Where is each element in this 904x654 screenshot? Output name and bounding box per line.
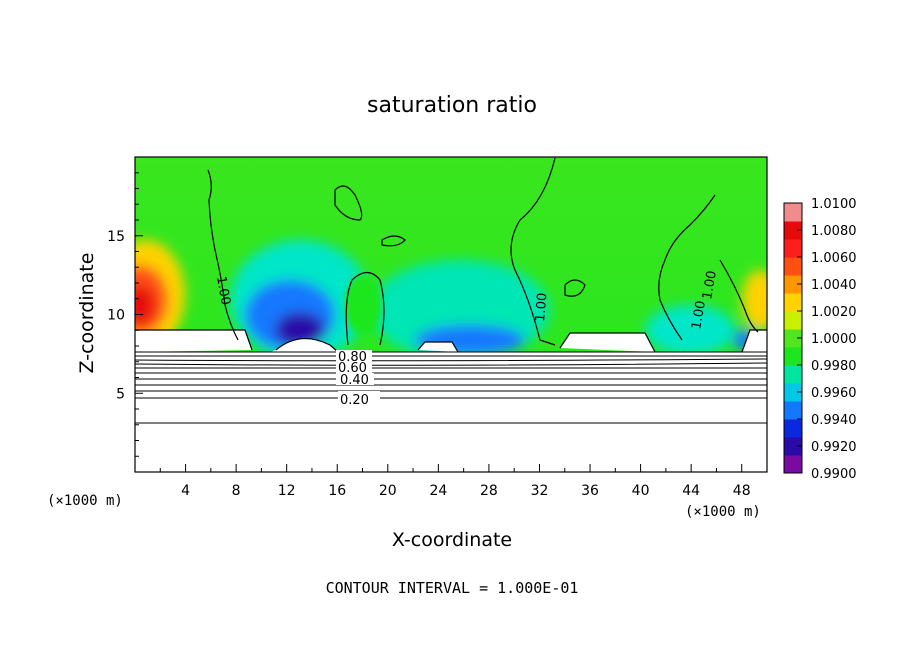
moist-peak-left xyxy=(135,285,155,325)
colorbar-swatch xyxy=(784,437,802,456)
x-axis-label: X-coordinate xyxy=(392,529,512,551)
contour-label-040: 0.40 xyxy=(340,373,369,388)
contour-line-1-00-right xyxy=(658,194,716,341)
heatmap-field xyxy=(135,157,767,472)
x-unit-label-right: (×1000 m) xyxy=(685,504,761,520)
contour-band-4 xyxy=(135,362,767,366)
y-axis: 5 10 15 xyxy=(107,172,143,457)
colorbar-swatch xyxy=(784,257,802,276)
y-axis-label: Z-coordinate xyxy=(76,253,98,374)
contour-label-020: 0.20 xyxy=(340,393,369,408)
contour-interval-note: CONTOUR INTERVAL = 1.000E-01 xyxy=(326,579,579,597)
contour-label-100-left: 1.00 xyxy=(213,275,233,306)
contour-label-bg-4 xyxy=(338,391,380,405)
colorbar: 1.0100 1.0080 1.0060 1.0040 1.0020 1.0000 0.99… xyxy=(783,197,857,482)
contour-label-bg-2 xyxy=(336,362,372,373)
y-tick-label: 15 xyxy=(107,229,125,245)
cloud-white-3 xyxy=(560,333,655,352)
x-tick-label: 28 xyxy=(480,483,498,499)
contour-stack xyxy=(135,351,767,424)
colorbar-swatch xyxy=(784,347,802,366)
x-tick-label: 12 xyxy=(278,483,296,499)
contour-line-1-00-mid xyxy=(510,157,556,346)
x-tick-label: 4 xyxy=(181,483,190,499)
contour-cloud-outline-2 xyxy=(275,338,339,353)
x-tick-label: 16 xyxy=(328,483,346,499)
x-unit-label-left: (×1000 m) xyxy=(47,493,123,509)
contour-cloud-outline-4 xyxy=(559,332,656,353)
contour-cloud-outline-5 xyxy=(741,329,767,353)
x-tick-label: 32 xyxy=(531,483,549,499)
colorbar-label: 1.0080 xyxy=(811,224,857,239)
colorbar-label: 0.9940 xyxy=(811,413,857,428)
contour-cloud-outline-3 xyxy=(417,341,459,353)
chart-title: saturation ratio xyxy=(367,93,537,118)
colorbar-label: 0.9960 xyxy=(811,386,857,401)
colorbar-swatch xyxy=(784,329,802,348)
contour-label-100-mid: 1.00 xyxy=(533,292,550,322)
x-tick-label: 44 xyxy=(682,483,700,499)
x-tick-label: 40 xyxy=(632,483,650,499)
colorbar-label: 1.0000 xyxy=(811,332,857,347)
contour-line-1-00-left xyxy=(207,169,239,341)
colorbar-swatch xyxy=(784,455,802,474)
cloud-base-white xyxy=(135,330,252,352)
colorbar-swatch xyxy=(784,401,802,420)
moist-region-right xyxy=(742,270,767,330)
contour-closed-3 xyxy=(564,279,586,297)
contour-lines xyxy=(135,157,767,424)
contour-line-1-00-edge xyxy=(719,259,759,333)
colorbar-label: 1.0100 xyxy=(811,197,857,212)
dry-region-right xyxy=(645,305,735,355)
colorbar-label: 0.9920 xyxy=(811,440,857,455)
contour-label-100-right-b: 1.00 xyxy=(689,300,709,331)
colorbar-label: 1.0020 xyxy=(811,305,857,320)
colorbar-label: 0.9980 xyxy=(811,359,857,374)
x-tick-label: 36 xyxy=(581,483,599,499)
cloud-column-green xyxy=(345,275,381,335)
x-tick-label: 48 xyxy=(733,483,751,499)
contour-labels: 0.80 0.60 0.40 0.20 1.00 1.00 1.00 1.00 xyxy=(213,270,720,408)
contour-closed-1 xyxy=(334,185,363,221)
colorbar-swatch xyxy=(784,293,802,312)
contour-label-060: 0.60 xyxy=(338,361,367,376)
x-tick-label: 20 xyxy=(379,483,397,499)
x-tick-label: 8 xyxy=(232,483,241,499)
colorbar-label: 1.0060 xyxy=(811,251,857,266)
contour-label-100-right-a: 1.00 xyxy=(700,270,720,301)
y-tick-label: 10 xyxy=(107,308,125,324)
colorbar-swatch xyxy=(784,203,802,222)
x-tick-label: 24 xyxy=(429,483,447,499)
contour-line-1-00-plume xyxy=(345,271,385,346)
x-axis: 4 8 12 16 20 24 28 32 36 40 44 48 xyxy=(159,464,751,499)
cloud-white-2 xyxy=(418,342,458,352)
contour-label-bg-3 xyxy=(336,373,374,385)
colorbar-swatch xyxy=(784,383,802,402)
colorbar-swatch xyxy=(784,365,802,384)
contour-cloud-outline-1 xyxy=(135,329,253,351)
colorbar-swatch xyxy=(784,419,802,438)
y-tick-label: 5 xyxy=(116,386,125,402)
colorbar-swatch xyxy=(784,221,802,240)
cloud-white-1 xyxy=(270,338,338,352)
colorbar-label: 0.9900 xyxy=(811,467,857,482)
colorbar-swatch xyxy=(784,311,802,330)
saturated-layer xyxy=(135,352,767,472)
contour-label-bg-1 xyxy=(336,350,372,362)
contour-label-080: 0.80 xyxy=(338,350,367,365)
colorbar-label: 1.0040 xyxy=(811,278,857,293)
colorbar-swatch xyxy=(784,275,802,294)
contour-closed-2 xyxy=(381,235,406,247)
contour-band-3 xyxy=(135,358,767,362)
colorbar-swatch xyxy=(784,239,802,258)
